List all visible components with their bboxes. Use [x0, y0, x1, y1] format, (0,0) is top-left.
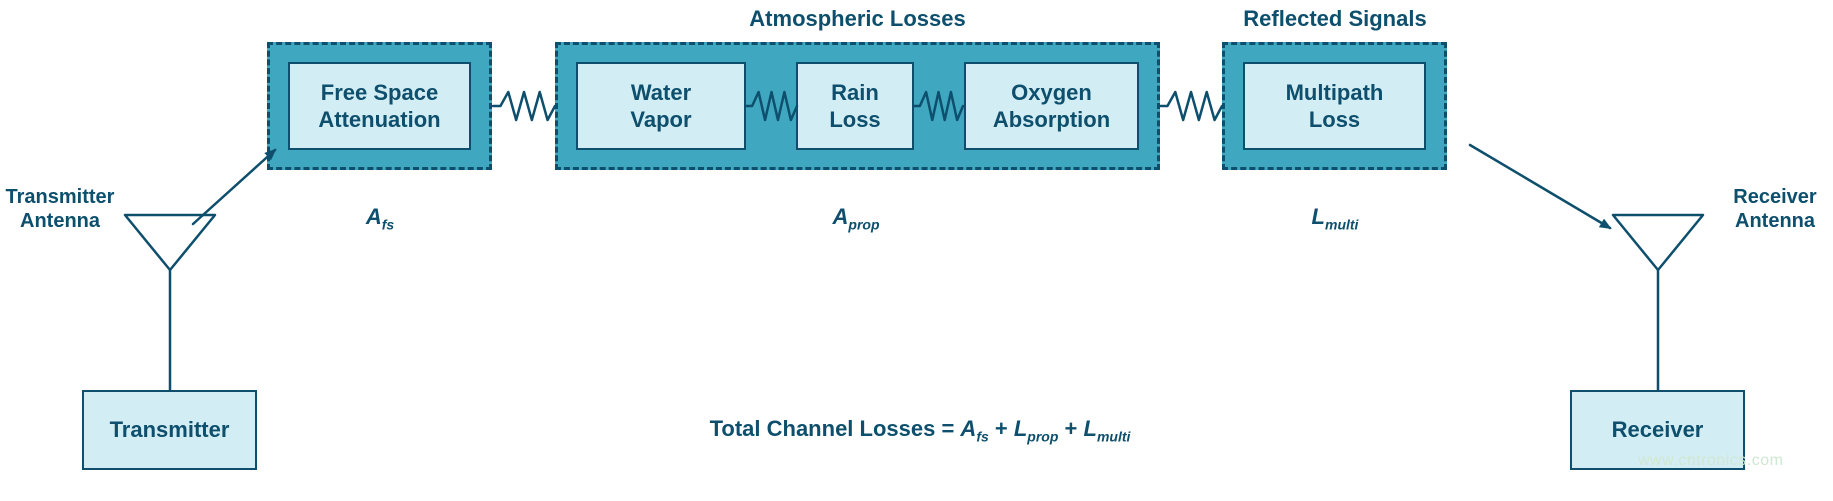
symbol-afs: Afs	[340, 204, 420, 232]
card-free-space: Free Space Attenuation	[288, 62, 471, 150]
receiver-label: Receiver	[1612, 417, 1704, 443]
symbol-lmulti: Lmulti	[1295, 204, 1375, 232]
card-rain-loss: Rain Loss	[796, 62, 914, 150]
card-water-vapor: Water Vapor	[576, 62, 746, 150]
transmitter-label: Transmitter	[110, 417, 230, 443]
transmitter-box: Transmitter	[82, 390, 257, 470]
card-oxygen-line1: Oxygen	[1011, 80, 1092, 105]
card-multipath: Multipath Loss	[1243, 62, 1426, 150]
symbol-aprop: Aprop	[816, 204, 896, 232]
card-water-vapor-line2: Vapor	[630, 107, 691, 132]
header-reflected: Reflected Signals	[1160, 6, 1510, 32]
card-multipath-line2: Loss	[1309, 107, 1360, 132]
card-rain-loss-line1: Rain	[831, 80, 879, 105]
watermark: www.cntronics.com	[1638, 452, 1783, 470]
diagram-canvas: Atmospheric Losses Reflected Signals Fre…	[0, 0, 1833, 501]
card-water-vapor-line1: Water	[631, 80, 691, 105]
rx-antenna-label: Receiver Antenna	[1700, 185, 1833, 233]
card-rain-loss-line2: Loss	[829, 107, 880, 132]
card-free-space-line2: Attenuation	[318, 107, 440, 132]
card-free-space-line1: Free Space	[321, 80, 438, 105]
tx-antenna-label: Transmitter Antenna	[0, 185, 150, 233]
card-oxygen-line2: Absorption	[993, 107, 1110, 132]
header-atmospheric: Atmospheric Losses	[555, 6, 1160, 32]
total-channel-losses-formula: Total Channel Losses = Afs + Lprop + Lmu…	[520, 416, 1320, 444]
card-multipath-line1: Multipath	[1286, 80, 1384, 105]
card-oxygen: Oxygen Absorption	[964, 62, 1139, 150]
